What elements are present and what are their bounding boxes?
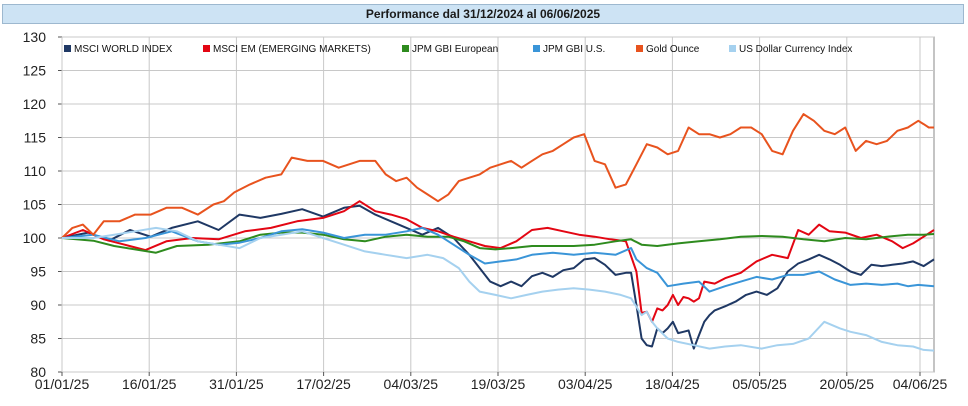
- y-tick-label: 120: [23, 96, 47, 112]
- y-tick-label: 125: [23, 63, 47, 79]
- y-tick-label: 80: [30, 364, 46, 380]
- legend-swatch-1: [203, 45, 210, 52]
- series-line-0: [61, 204, 935, 350]
- legend-swatch-0: [64, 45, 71, 52]
- x-tick-label: 01/01/25: [35, 376, 90, 392]
- legend-label-4: Gold Ounce: [646, 44, 700, 55]
- y-tick-label: 130: [23, 29, 47, 45]
- series-line-2: [61, 231, 935, 254]
- legend-swatch-4: [636, 45, 643, 52]
- series-line-3: [61, 226, 935, 293]
- legend-label-3: JPM GBI U.S.: [543, 44, 605, 55]
- legend-swatch-2: [402, 45, 409, 52]
- series-line-4: [61, 113, 934, 239]
- legend-label-2: JPM GBI European: [412, 44, 498, 55]
- legend-label-5: US Dollar Currency Index: [739, 44, 852, 55]
- y-tick-label: 100: [23, 230, 47, 246]
- y-tick-label: 85: [30, 331, 46, 347]
- x-tick-label: 16/01/25: [122, 376, 177, 392]
- x-tick-label: 05/05/25: [732, 376, 787, 392]
- legend-label-0: MSCI WORLD INDEX: [74, 44, 173, 55]
- y-tick-label: 90: [30, 297, 46, 313]
- legend-swatch-3: [533, 45, 540, 52]
- series-line-5: [62, 226, 935, 352]
- chart-title: Performance dal 31/12/2024 al 06/06/2025: [2, 4, 964, 24]
- y-tick-label: 105: [23, 197, 47, 213]
- legend-swatch-5: [729, 45, 736, 52]
- x-tick-label: 04/06/25: [893, 376, 948, 392]
- x-tick-label: 19/03/25: [471, 376, 526, 392]
- legend-label-1: MSCI EM (EMERGING MARKETS): [213, 44, 371, 55]
- y-tick-label: 95: [30, 264, 46, 280]
- x-tick-label: 20/05/25: [820, 376, 875, 392]
- x-tick-label: 04/03/25: [384, 376, 439, 392]
- x-tick-label: 18/04/25: [645, 376, 700, 392]
- x-tick-label: 03/04/25: [558, 376, 613, 392]
- y-tick-label: 115: [24, 130, 47, 146]
- x-tick-label: 17/02/25: [296, 376, 351, 392]
- series-line-1: [61, 200, 935, 323]
- y-tick-label: 110: [24, 163, 47, 179]
- x-tick-label: 31/01/25: [209, 376, 264, 392]
